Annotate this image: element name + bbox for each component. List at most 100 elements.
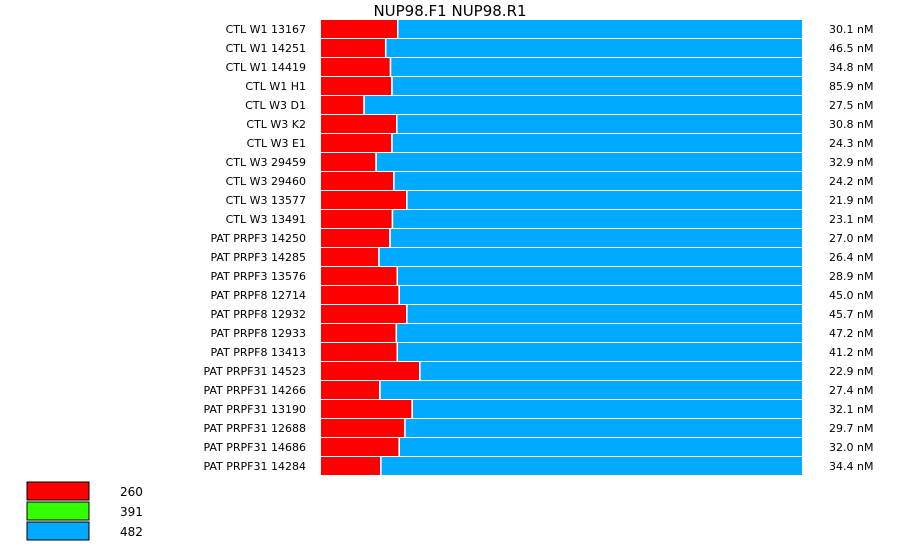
bar-segment-260 [321, 229, 390, 247]
segment-separator [384, 39, 387, 57]
legend-label: 482 [120, 525, 143, 539]
row-value: 47.2 nM [829, 327, 873, 340]
bar-segment-260 [321, 153, 376, 171]
row-label: CTL W1 14419 [226, 61, 306, 74]
row-label: PAT PRPF31 12688 [203, 422, 306, 435]
bar-segment-260 [321, 305, 407, 323]
bar-segment-482 [406, 305, 802, 323]
bar-segment-482 [379, 381, 802, 399]
row-label: CTL W3 29459 [226, 156, 306, 169]
bar-segment-482 [384, 39, 802, 57]
row-label: PAT PRPF31 14284 [203, 460, 306, 473]
bar-row: CTL W3 E1 24.3 nM [247, 134, 873, 152]
bar-segment-260 [321, 20, 397, 38]
segment-separator [398, 286, 400, 304]
row-value: 30.8 nM [829, 118, 873, 131]
bar-segment-482 [378, 248, 802, 266]
row-label: CTL W1 H1 [245, 80, 306, 93]
row-value: 34.8 nM [829, 61, 873, 74]
segment-separator [404, 419, 406, 437]
segment-separator [380, 457, 382, 475]
chart-rows: CTL W1 13167 30.1 nM CTL W1 14251 46.5 nM CT… [203, 20, 873, 475]
chart-legend: 260 391 482 [26, 481, 143, 541]
bar-row: PAT PRPF3 13576 28.9 nM [210, 267, 873, 285]
bar-segment-260 [321, 362, 420, 380]
bar-segment-260 [321, 324, 396, 342]
row-value: 45.7 nM [829, 308, 873, 321]
bar-segment-260 [321, 419, 405, 437]
bar-segment-482 [396, 343, 802, 361]
segment-separator [406, 305, 408, 323]
row-label: PAT PRPF31 14523 [203, 365, 306, 378]
bar-row: CTL W3 K2 30.8 nM [246, 115, 873, 133]
segment-separator [395, 324, 398, 342]
row-value: 24.3 nM [829, 137, 873, 150]
bar-row: CTL W3 D1 27.5 nM [245, 96, 873, 114]
legend-label: 391 [120, 505, 143, 519]
bar-segment-482 [411, 400, 802, 418]
row-label: CTL W3 29460 [226, 175, 306, 188]
segment-separator [398, 438, 400, 456]
row-label: PAT PRPF8 12714 [210, 289, 306, 302]
segment-separator [391, 134, 393, 152]
bar-segment-260 [321, 457, 381, 475]
row-label: CTL W3 E1 [247, 137, 306, 150]
segment-separator [396, 343, 399, 361]
legend-swatch [26, 481, 90, 501]
bar-row: PAT PRPF31 12688 29.7 nM [203, 419, 873, 437]
row-value: 27.5 nM [829, 99, 873, 112]
bar-row: CTL W3 29459 32.9 nM [226, 153, 873, 171]
bar-row: PAT PRPF31 14266 27.4 nM [203, 381, 873, 399]
row-value: 41.2 nM [829, 346, 873, 359]
segment-separator [396, 20, 399, 38]
row-label: CTL W3 K2 [246, 118, 306, 131]
bar-row: PAT PRPF31 13190 32.1 nM [203, 400, 873, 418]
bar-segment-482 [391, 210, 802, 228]
row-value: 46.5 nM [829, 42, 873, 55]
segment-separator [393, 172, 395, 190]
bar-row: PAT PRPF8 12933 47.2 nM [210, 324, 873, 342]
row-value: 34.4 nM [829, 460, 873, 473]
bar-row: CTL W1 13167 30.1 nM [226, 20, 873, 38]
bar-row: PAT PRPF31 14686 32.0 nM [203, 438, 873, 456]
row-value: 23.1 nM [829, 213, 873, 226]
row-value: 22.9 nM [829, 365, 873, 378]
bar-segment-482 [398, 438, 802, 456]
bar-segment-482 [389, 58, 802, 76]
row-value: 29.7 nM [829, 422, 873, 435]
bar-segment-260 [321, 191, 407, 209]
segment-separator [389, 229, 391, 247]
bar-segment-260 [321, 210, 392, 228]
row-label: PAT PRPF8 12933 [210, 327, 306, 340]
bar-row: CTL W3 13491 23.1 nM [226, 210, 873, 228]
bar-row: CTL W3 29460 24.2 nM [226, 172, 873, 190]
row-value: 32.9 nM [829, 156, 873, 169]
row-value: 27.0 nM [829, 232, 873, 245]
bar-segment-482 [406, 191, 802, 209]
bar-segment-482 [375, 153, 802, 171]
bar-segment-260 [321, 172, 394, 190]
bar-row: CTL W1 H1 85.9 nM [245, 77, 873, 95]
segment-separator [391, 210, 394, 228]
row-label: PAT PRPF31 14686 [203, 441, 306, 454]
bar-segment-260 [321, 343, 397, 361]
row-label: CTL W1 13167 [226, 23, 306, 36]
row-label: CTL W1 14251 [226, 42, 306, 55]
bar-row: CTL W1 14419 34.8 nM [226, 58, 873, 76]
row-label: CTL W3 D1 [245, 99, 306, 112]
bar-segment-482 [419, 362, 802, 380]
segment-separator [396, 267, 399, 285]
bar-segment-260 [321, 438, 399, 456]
segment-separator [419, 362, 421, 380]
row-label: CTL W3 13577 [226, 194, 306, 207]
row-value: 85.9 nM [829, 80, 873, 93]
bar-segment-482 [396, 20, 802, 38]
chart-title: NUP98.F1 NUP98.R1 [373, 2, 526, 20]
row-value: 26.4 nM [829, 251, 873, 264]
segment-separator [375, 153, 377, 171]
bar-segment-482 [404, 419, 802, 437]
bar-row: PAT PRPF8 12714 45.0 nM [210, 286, 873, 304]
bar-segment-482 [396, 115, 802, 133]
row-label: PAT PRPF3 14285 [210, 251, 306, 264]
